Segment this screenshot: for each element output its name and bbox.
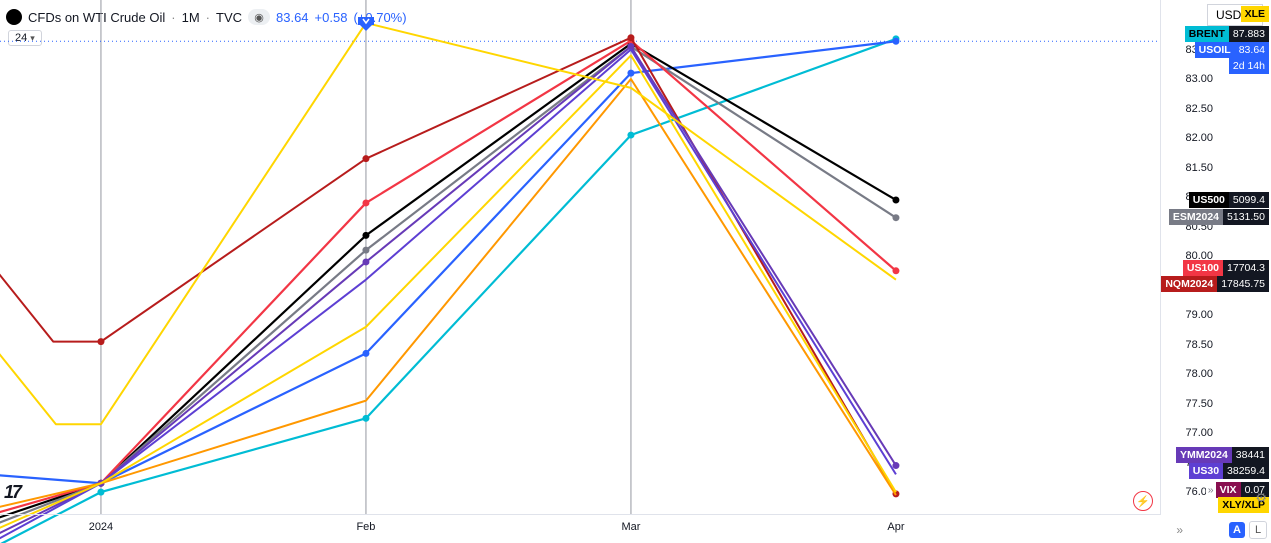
price-tag-xle[interactable]: XLE bbox=[1241, 6, 1269, 22]
axis-controls: A L bbox=[1229, 521, 1267, 539]
price-axis-label: 82.00 bbox=[1185, 132, 1213, 144]
price-tag-us500[interactable]: US5005099.4 bbox=[1189, 192, 1269, 208]
time-axis[interactable]: 2024 Feb Mar Apr bbox=[0, 514, 1161, 543]
price-tag-ymm2024[interactable]: YMM202438441 bbox=[1176, 447, 1269, 463]
adj-toggle[interactable]: A bbox=[1229, 522, 1245, 538]
time-axis-label: Mar bbox=[621, 521, 640, 533]
replay-icon[interactable]: ⚡ bbox=[1133, 491, 1153, 511]
chart-plot[interactable] bbox=[0, 0, 1161, 515]
price-axis[interactable]: 76.0076.5077.0077.5078.0078.5079.0079.50… bbox=[1160, 0, 1271, 515]
price-axis-label: 79.00 bbox=[1185, 309, 1213, 321]
bar-marker-icon[interactable] bbox=[357, 17, 375, 31]
time-axis-label: Apr bbox=[887, 521, 904, 533]
time-axis-label: 2024 bbox=[89, 521, 113, 533]
price-axis-label: 83.00 bbox=[1185, 73, 1213, 85]
price-tag-brent[interactable]: BRENT87.883 bbox=[1185, 26, 1269, 42]
price-axis-label: 78.50 bbox=[1185, 339, 1213, 351]
tradingview-logo[interactable]: 17 bbox=[4, 482, 20, 503]
time-axis-label: Feb bbox=[356, 521, 375, 533]
price-tag-us100[interactable]: US10017704.3 bbox=[1183, 260, 1269, 276]
price-tag-usoil[interactable]: USOIL83.64 bbox=[1195, 42, 1269, 58]
price-axis-label: 77.00 bbox=[1185, 427, 1213, 439]
countdown-tag: 2d 14h bbox=[1229, 58, 1269, 74]
goto-end-icon[interactable]: » bbox=[1176, 523, 1183, 537]
log-toggle[interactable]: L bbox=[1249, 521, 1267, 539]
price-axis-label: 81.50 bbox=[1185, 162, 1213, 174]
price-tag-esm2024[interactable]: ESM20245131.50 bbox=[1169, 209, 1269, 225]
price-axis-label: 82.50 bbox=[1185, 103, 1213, 115]
price-axis-label: 77.50 bbox=[1185, 398, 1213, 410]
axis-settings-icon[interactable]: ⚙ bbox=[1255, 490, 1267, 506]
price-axis-label: 78.00 bbox=[1185, 368, 1213, 380]
price-tag-nqm2024[interactable]: NQM202417845.75 bbox=[1161, 276, 1269, 292]
price-tag-us30[interactable]: US3038259.4 bbox=[1189, 463, 1269, 479]
